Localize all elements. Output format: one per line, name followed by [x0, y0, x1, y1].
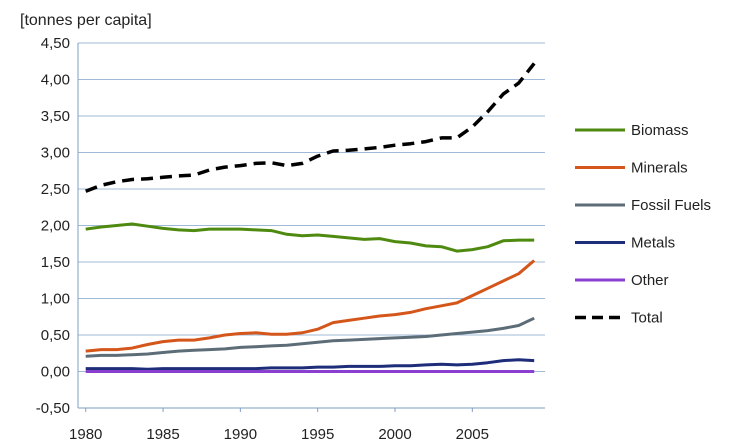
y-tick-label: 0,50 — [41, 327, 70, 344]
series-line-minerals — [85, 259, 536, 353]
x-tick-label: 2000 — [378, 426, 411, 441]
series-line-fossil-fuels — [85, 316, 535, 358]
y-tick-label: 3,50 — [41, 108, 70, 125]
legend-label-total: Total — [631, 310, 663, 327]
gridlines — [77, 42, 545, 409]
y-tick-label: 2,00 — [41, 218, 70, 235]
x-tick-label: 1990 — [224, 426, 257, 441]
x-tick-label: 2005 — [456, 426, 489, 441]
x-tick-label: 1985 — [146, 426, 179, 441]
x-tick-label: 1980 — [69, 426, 102, 441]
y-axis-unit-label: [tonnes per capita] — [20, 12, 152, 29]
legend: Biomass Minerals Fossil Fuels Metals Other To… — [575, 122, 711, 327]
y-axis-ticks: -0,50 0,00 0,50 1,00 1,50 2,00 2,50 3,00 3,50 4,0… — [36, 35, 70, 417]
series-line-total — [85, 62, 536, 193]
y-tick-label: -0,50 — [36, 400, 70, 417]
y-tick-label: 3,00 — [41, 145, 70, 162]
y-tick-label: 1,50 — [41, 254, 70, 271]
data-series — [85, 62, 536, 373]
y-tick-label: 0,00 — [41, 364, 70, 381]
series-line-biomass — [85, 222, 535, 253]
legend-label-fossil-fuels: Fossil Fuels — [631, 197, 711, 214]
y-tick-label: 4,00 — [41, 72, 70, 89]
series-line-metals — [85, 358, 535, 371]
x-axis-ticks: 1980 1985 1990 1995 2000 2005 — [69, 408, 489, 441]
legend-label-metals: Metals — [631, 235, 675, 252]
y-tick-label: 4,50 — [41, 35, 70, 52]
legend-label-other: Other — [631, 272, 669, 289]
y-tick-label: 2,50 — [41, 181, 70, 198]
y-tick-label: 1,00 — [41, 291, 70, 308]
legend-label-minerals: Minerals — [631, 160, 688, 177]
x-tick-label: 1995 — [301, 426, 334, 441]
legend-label-biomass: Biomass — [631, 122, 689, 139]
